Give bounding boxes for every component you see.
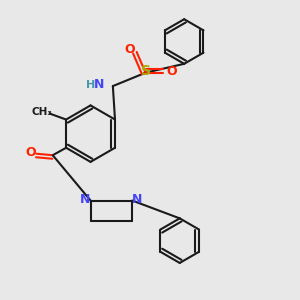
- Text: N: N: [132, 193, 143, 206]
- Text: O: O: [26, 146, 36, 159]
- Text: O: O: [124, 43, 134, 56]
- Text: O: O: [167, 65, 177, 78]
- Text: S: S: [141, 64, 151, 78]
- Text: H: H: [86, 80, 95, 90]
- Text: N: N: [80, 193, 90, 206]
- Text: CH₃: CH₃: [32, 107, 53, 117]
- Text: N: N: [94, 78, 105, 91]
